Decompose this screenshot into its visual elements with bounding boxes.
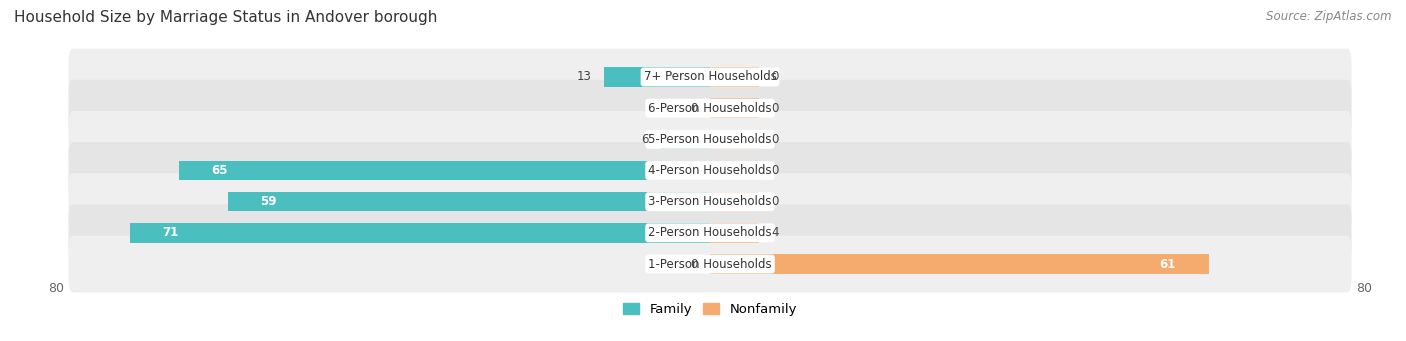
Text: 6-Person Households: 6-Person Households [648,102,772,115]
FancyBboxPatch shape [69,80,1351,136]
Text: 71: 71 [163,226,179,239]
Bar [710,130,759,149]
Text: Household Size by Marriage Status in Andover borough: Household Size by Marriage Status in And… [14,10,437,25]
Text: 65: 65 [211,164,228,177]
Bar [710,254,1209,274]
Bar [710,223,759,242]
Text: 6: 6 [641,133,648,146]
Text: 7+ Person Households: 7+ Person Households [644,71,776,84]
Bar [661,130,710,149]
FancyBboxPatch shape [69,49,1351,105]
Bar [603,67,710,87]
Text: 59: 59 [260,195,277,208]
Bar [129,223,710,242]
FancyBboxPatch shape [69,111,1351,168]
Bar [179,161,710,180]
FancyBboxPatch shape [69,173,1351,230]
Text: 3-Person Households: 3-Person Households [648,195,772,208]
FancyBboxPatch shape [69,142,1351,199]
Bar [228,192,710,211]
Text: 0: 0 [690,102,697,115]
Text: 4: 4 [772,226,779,239]
Text: 13: 13 [576,71,592,84]
Text: 0: 0 [772,164,779,177]
Text: 0: 0 [772,71,779,84]
Text: 61: 61 [1160,257,1175,270]
Bar [710,99,759,118]
Text: 4-Person Households: 4-Person Households [648,164,772,177]
Text: 0: 0 [772,133,779,146]
Bar [710,161,759,180]
FancyBboxPatch shape [69,205,1351,261]
Text: 1-Person Households: 1-Person Households [648,257,772,270]
FancyBboxPatch shape [69,236,1351,292]
Bar [710,67,759,87]
Legend: Family, Nonfamily: Family, Nonfamily [619,297,801,321]
Text: Source: ZipAtlas.com: Source: ZipAtlas.com [1267,10,1392,23]
Text: 0: 0 [690,257,697,270]
Text: 0: 0 [772,195,779,208]
Text: 2-Person Households: 2-Person Households [648,226,772,239]
Text: 0: 0 [772,102,779,115]
Text: 5-Person Households: 5-Person Households [648,133,772,146]
Bar [710,192,759,211]
